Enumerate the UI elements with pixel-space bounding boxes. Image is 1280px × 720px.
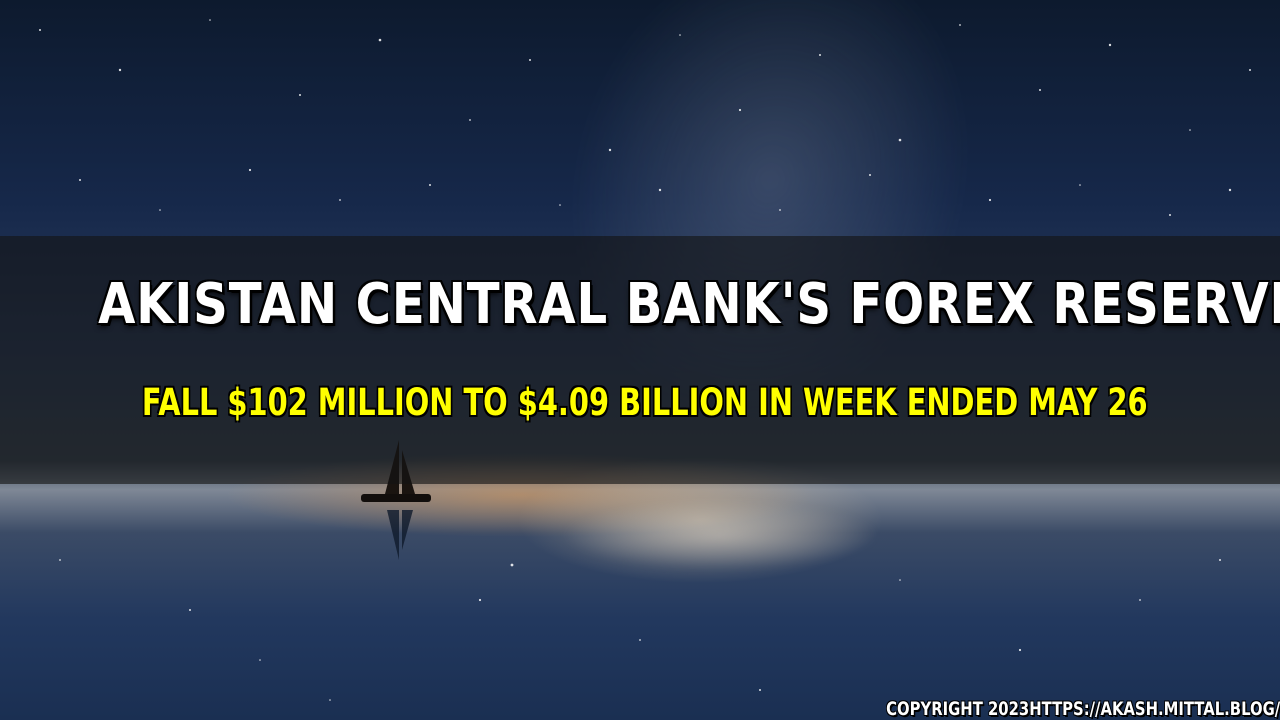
headline: AKISTAN CENTRAL BANK'S FOREX RESERVE [0,272,1280,337]
subheadline: FALL $102 MILLION TO $4.09 BILLION IN WE… [0,381,1280,424]
copyright-text: COPYRIGHT 2023HTTPS://AKASH.MITTAL.BLOG/ [885,698,1280,720]
headline-band [0,236,1280,484]
headline-text: AKISTAN CENTRAL BANK'S FOREX RESERVE [98,272,1280,337]
subheadline-text: FALL $102 MILLION TO $4.09 BILLION IN WE… [141,381,1148,424]
copyright-notice: COPYRIGHT 2023HTTPS://AKASH.MITTAL.BLOG/ [775,698,1280,720]
cloud-reflection [560,500,880,570]
